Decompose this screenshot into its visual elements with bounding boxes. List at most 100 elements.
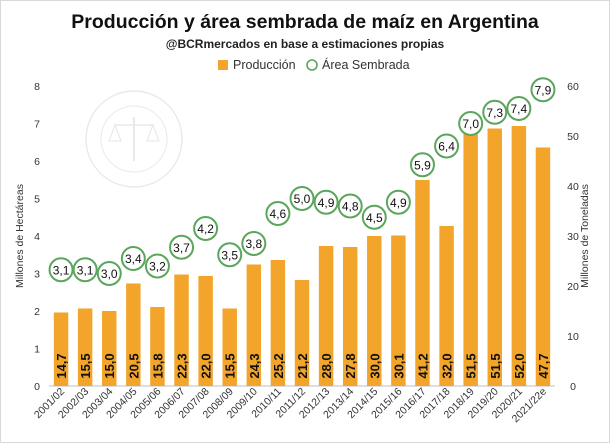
- bar-produccion: [415, 180, 430, 386]
- marker-value-label: 7,0: [462, 117, 479, 131]
- marker-area-sembrada: [96, 261, 122, 286]
- chart-title: Producción y área sembrada de maíz en Ar…: [71, 11, 539, 33]
- bar-value-label: 41,2: [415, 353, 430, 378]
- legend: Producción Área Sembrada: [218, 57, 410, 72]
- marker-value-label: 3,4: [125, 252, 142, 266]
- bar-value-label: 24,3: [247, 353, 262, 378]
- marker-value-label: 4,9: [390, 196, 407, 210]
- bar-value-label: 14,7: [54, 353, 69, 378]
- marker-value-label: 3,1: [53, 263, 70, 277]
- bar-produccion: [511, 126, 527, 386]
- x-axis-ticks: 2001/022002/032003/042004/052005/062006/…: [32, 386, 549, 426]
- marker-area-sembrada: [120, 246, 146, 271]
- marker-value-label: 7,3: [486, 106, 503, 120]
- marker-value-label: 7,4: [511, 102, 528, 116]
- bar-produccion: [198, 276, 213, 386]
- y-left-tick-label: 1: [34, 344, 40, 356]
- marker-area-sembrada: [313, 189, 339, 215]
- y-right-tick-label: 0: [570, 381, 576, 393]
- marker-value-label: 3,7: [173, 241, 190, 255]
- marker-value-label: 4,8: [342, 200, 359, 214]
- marker-area-sembrada: [265, 201, 291, 226]
- marker-value-label: 4,5: [366, 211, 383, 225]
- bar-produccion: [342, 247, 358, 386]
- bar-produccion: [102, 311, 117, 386]
- marker-area-sembrada: [434, 133, 460, 159]
- bar-value-label: 27,8: [343, 353, 358, 378]
- bar-produccion: [53, 312, 69, 386]
- marker-area-sembrada: [506, 96, 532, 121]
- bar-value-label: 22,0: [199, 353, 214, 378]
- marker-area-sembrada: [409, 152, 435, 178]
- bar-produccion: [318, 246, 334, 386]
- marker-area-sembrada: [48, 257, 74, 283]
- marker-value-label: 3,8: [245, 237, 262, 251]
- legend-label-area: Área Sembrada: [322, 57, 410, 72]
- y-axis-left-label: Millones de Hectáreas: [14, 184, 26, 288]
- bar-value-label: 28,0: [319, 353, 334, 378]
- marker-area-sembrada: [361, 204, 387, 230]
- marker-area-sembrada: [193, 216, 219, 241]
- bar-produccion: [126, 283, 141, 386]
- y-right-tick-label: 30: [567, 231, 579, 243]
- bar-value-label: 32,0: [440, 353, 455, 378]
- marker-area-sembrada: [144, 253, 170, 279]
- y-axis-left-ticks: 0 1 2 3 4 5 6 7 8: [34, 81, 40, 393]
- bar-produccion: [174, 274, 189, 386]
- bar-value-label: 21,2: [295, 353, 310, 378]
- y-right-tick-label: 10: [567, 331, 579, 343]
- marker-area-sembrada: [337, 193, 363, 219]
- marker-value-label: 4,9: [318, 196, 335, 210]
- bar-produccion: [367, 236, 382, 386]
- marker-area-sembrada: [530, 77, 556, 103]
- y-right-tick-label: 50: [567, 131, 579, 143]
- y-right-tick-label: 20: [567, 281, 579, 293]
- marker-value-label: 4,2: [197, 222, 214, 236]
- bar-value-label: 30,1: [391, 353, 406, 378]
- bar-produccion: [463, 128, 478, 386]
- bar-produccion: [150, 307, 165, 386]
- y-left-tick-label: 0: [34, 381, 40, 393]
- chart-subtitle: @BCRmercados en base a estimaciones prop…: [166, 37, 445, 51]
- bar-value-label: 15,5: [223, 353, 238, 378]
- marker-area-sembrada: [458, 111, 484, 136]
- bar-produccion: [535, 147, 551, 386]
- bar-value-label: 51,5: [464, 353, 479, 378]
- watermark-seal: [85, 90, 183, 188]
- marker-value-label: 3,5: [221, 248, 238, 262]
- marker-area-sembrada: [72, 257, 98, 283]
- bar-value-label: 15,8: [150, 353, 165, 378]
- marker-area-sembrada: [482, 99, 508, 125]
- bar-labels-produccion: 14,7 15,5 15,0 20,5 15,8 22,3 22,0 15,5 24,3 25,2…: [54, 353, 551, 378]
- bar-value-label: 22,3: [175, 353, 190, 378]
- bars-produccion: [53, 126, 551, 386]
- marker-value-label: 3,1: [77, 263, 94, 277]
- bar-produccion: [246, 264, 262, 386]
- bar-produccion: [222, 308, 237, 386]
- marker-value-label: 3,2: [149, 260, 166, 274]
- bar-value-label: 47,7: [536, 353, 551, 378]
- legend-marker-area: [306, 59, 318, 71]
- bar-value-label: 30,0: [367, 353, 382, 378]
- y-right-tick-label: 60: [567, 81, 579, 93]
- marker-area-sembrada: [217, 242, 243, 268]
- marker-area-sembrada: [241, 231, 267, 256]
- bar-value-label: 15,5: [78, 353, 93, 378]
- bar-value-label: 52,0: [512, 353, 527, 378]
- bar-produccion: [391, 235, 406, 386]
- marker-value-label: 3,0: [101, 267, 118, 281]
- markers-area-sembrada: 3,1 3,1 3,0 3,4 3,2 3,7 4,2 3,5 3,8 4,6 5,0 4,9 4,8 4…: [48, 77, 556, 286]
- y-axis-right-label: Millones de Toneladas: [579, 184, 591, 288]
- legend-label-produccion: Producción: [233, 58, 296, 72]
- y-left-tick-label: 4: [34, 231, 40, 243]
- marker-value-label: 5,9: [414, 158, 431, 172]
- bar-produccion: [487, 128, 502, 386]
- bar-value-label: 20,5: [126, 353, 141, 378]
- y-left-tick-label: 6: [34, 156, 40, 168]
- bar-produccion: [439, 226, 454, 386]
- marker-value-label: 7,9: [535, 83, 552, 97]
- marker-value-label: 5,0: [294, 192, 311, 206]
- y-left-tick-label: 3: [34, 269, 40, 281]
- marker-value-label: 4,6: [270, 207, 287, 221]
